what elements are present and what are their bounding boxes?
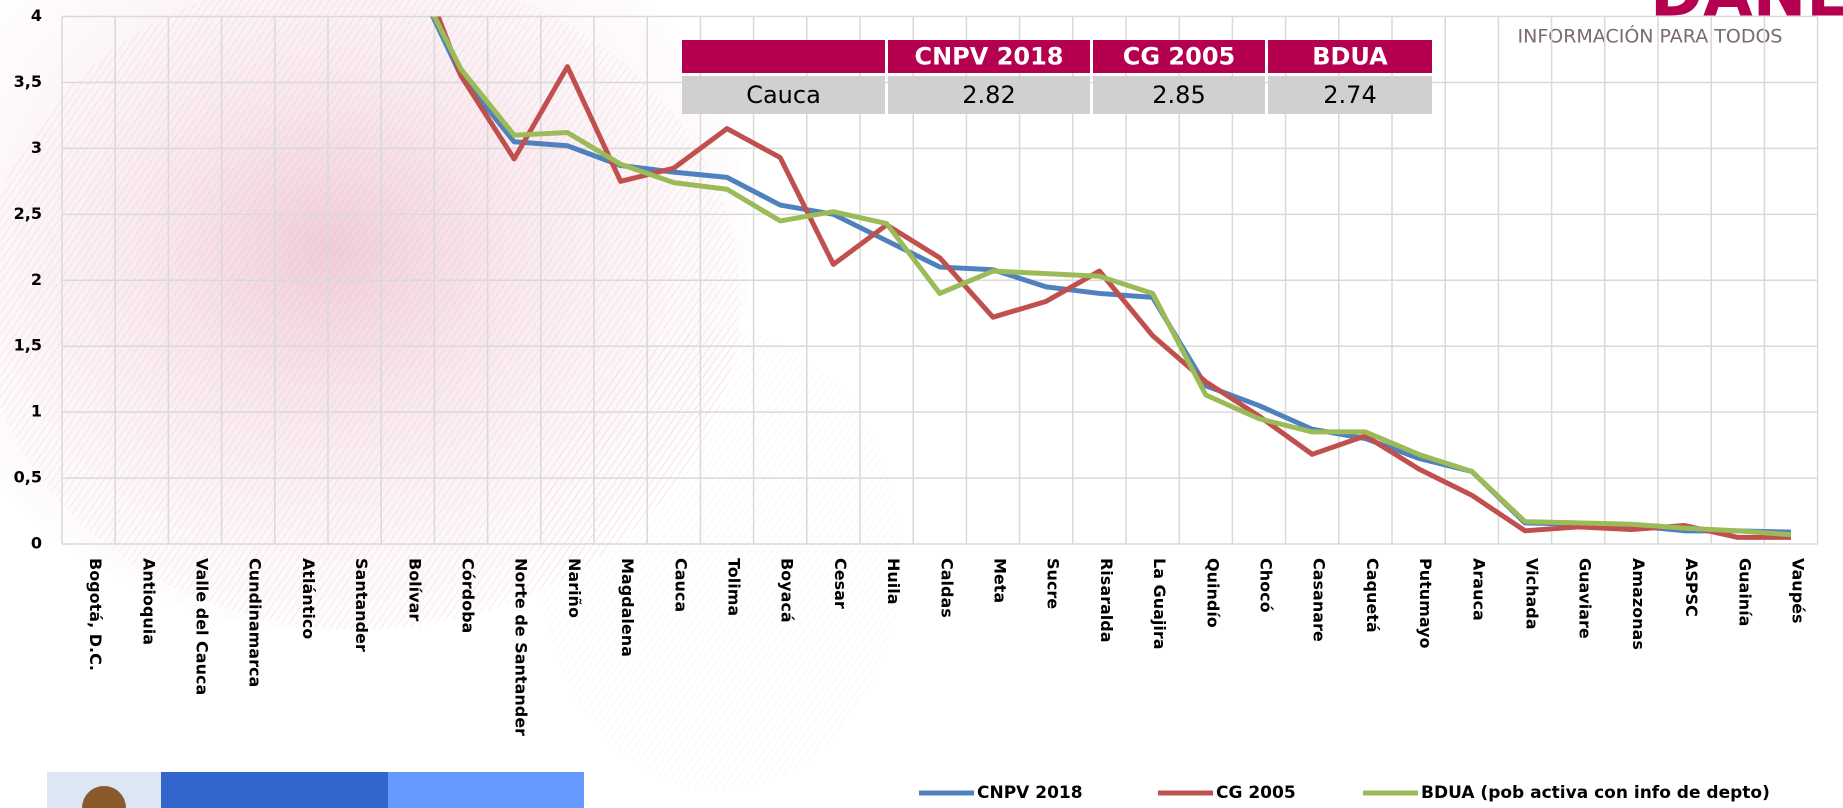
logo-tagline: INFORMACIÓN PARA TODOS <box>1518 24 1783 48</box>
y-tick-label: 3 <box>31 138 42 157</box>
table-cell-text: 2.74 <box>1323 81 1376 109</box>
table-cell-text: 2.82 <box>962 81 1015 109</box>
table-header-text: BDUA <box>1312 43 1388 71</box>
x-tick-label: Amazonas <box>1629 558 1648 650</box>
chart: DANE INFORMACIÓN PARA TODOS 0 0,5 1 1,5 2 2,5… <box>0 0 1843 808</box>
table-header-cell <box>682 40 885 73</box>
table-header-text: CNPV 2018 <box>914 43 1063 71</box>
x-tick-label: Putumayo <box>1416 558 1435 649</box>
x-tick-label: Córdoba <box>459 558 478 633</box>
table-header-text: CG 2005 <box>1123 43 1235 71</box>
x-tick-label: Norte de Santander <box>512 558 531 736</box>
x-tick-label: Antioquia <box>139 558 158 645</box>
data-table: CNPV 2018 CG 2005 BDUA Cauca 2.82 2.85 2.74 <box>682 40 1432 114</box>
x-tick-label: Cesar <box>831 558 850 609</box>
x-tick-label: La Guajira <box>1150 558 1169 650</box>
x-tick-label: Sucre <box>1044 558 1063 609</box>
x-tick-label: Valle del Cauca <box>193 558 212 695</box>
legend-label: BDUA (pob activa con info de depto) <box>1421 783 1770 803</box>
y-tick-label: 0 <box>31 534 42 553</box>
x-tick-label: Santander <box>352 558 371 652</box>
x-tick-label: Guaviare <box>1576 558 1595 639</box>
x-tick-label: Vichada <box>1523 558 1542 630</box>
legend: CNPV 2018 CG 2005 BDUA (pob activa con inf… <box>919 783 1770 803</box>
y-tick-label: 1 <box>31 402 42 421</box>
y-tick-label: 3,5 <box>14 72 42 91</box>
page: DANE INFORMACIÓN PARA TODOS 0 0,5 1 1,5 2 2,5… <box>0 0 1843 808</box>
x-tick-label: Magdalena <box>618 558 637 657</box>
x-tick-label: Caquetá <box>1363 558 1382 633</box>
x-tick-label: Risaralda <box>1097 558 1116 643</box>
x-tick-label: Bolívar <box>405 558 424 621</box>
x-tick-label: Vaupés <box>1789 558 1808 624</box>
x-tick-label: Quindío <box>1203 558 1222 628</box>
x-tick-label: Casanare <box>1310 558 1329 642</box>
x-tick-label: Caldas <box>937 558 956 618</box>
x-tick-label: Bogotá, D.C. <box>86 558 105 671</box>
y-tick-label: 1,5 <box>14 336 42 355</box>
x-tick-label: Boyacá <box>778 558 797 623</box>
y-tick-label: 2 <box>31 270 42 289</box>
table-cell-text: Cauca <box>746 81 821 109</box>
y-tick-label: 2,5 <box>14 204 42 223</box>
x-tick-label: Atlántico <box>299 558 318 639</box>
x-tick-label: Chocó <box>1257 558 1276 613</box>
x-tick-label: Cundinamarca <box>246 558 265 687</box>
x-tick-label: Arauca <box>1469 558 1488 621</box>
x-tick-label: Nariño <box>565 558 584 618</box>
x-tick-label: Guainía <box>1735 558 1754 626</box>
y-tick-label: 4 <box>31 6 42 25</box>
x-tick-label: Huila <box>884 558 903 605</box>
x-tick-label: Meta <box>991 558 1010 603</box>
table-cell-text: 2.85 <box>1152 81 1205 109</box>
footer-boxes <box>47 772 584 808</box>
x-tick-label: Tolima <box>725 558 744 616</box>
legend-label: CG 2005 <box>1216 783 1296 803</box>
x-tick-label: ASPSC <box>1682 558 1701 617</box>
x-tick-label: Cauca <box>671 558 690 612</box>
logo: DANE INFORMACIÓN PARA TODOS <box>1518 0 1843 48</box>
background-decor <box>0 0 900 790</box>
y-tick-label: 0,5 <box>14 468 42 487</box>
legend-label: CNPV 2018 <box>977 783 1083 803</box>
